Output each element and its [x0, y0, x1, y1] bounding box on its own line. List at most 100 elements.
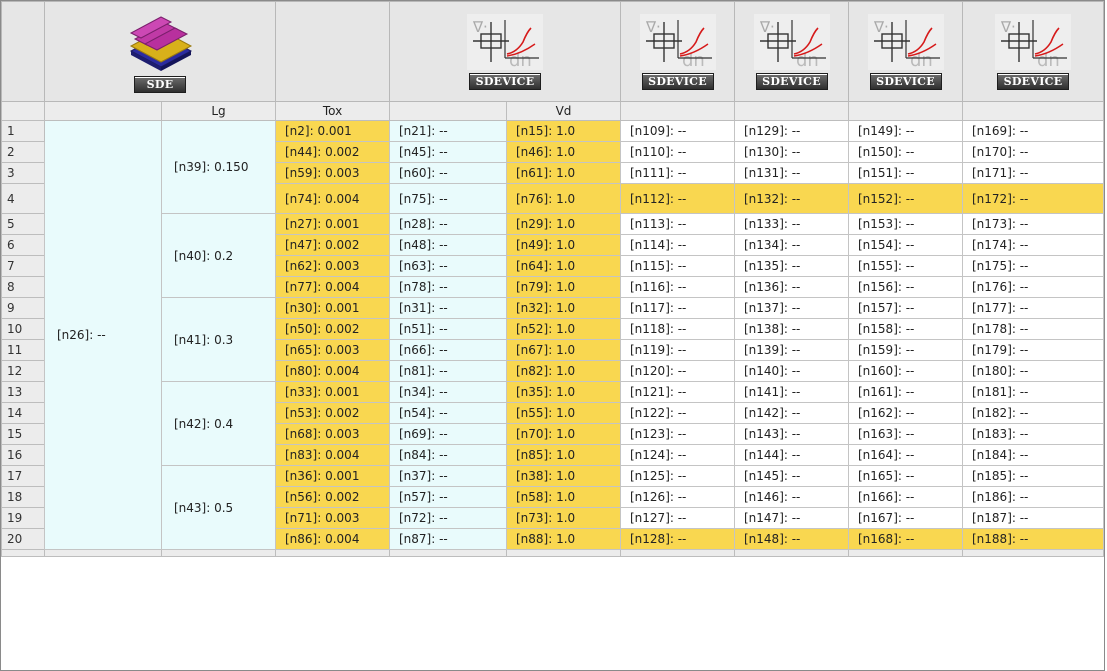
- node-cell[interactable]: [n35]: 1.0: [506, 381, 621, 403]
- node-cell[interactable]: [n66]: --: [389, 339, 507, 361]
- node-cell[interactable]: [n132]: --: [734, 183, 849, 214]
- node-cell[interactable]: [n172]: --: [962, 183, 1104, 214]
- row-number[interactable]: 14: [1, 402, 45, 424]
- node-cell[interactable]: [n124]: --: [620, 444, 735, 466]
- node-cell[interactable]: [n176]: --: [962, 276, 1104, 298]
- node-cell[interactable]: [n121]: --: [620, 381, 735, 403]
- node-cell[interactable]: [n162]: --: [848, 402, 963, 424]
- node-cell[interactable]: [n117]: --: [620, 297, 735, 319]
- node-cell[interactable]: [n56]: 0.002: [275, 486, 390, 508]
- lg-group-cell[interactable]: [n43]: 0.5: [161, 465, 276, 550]
- node-cell[interactable]: [n21]: --: [389, 120, 507, 142]
- tool-sde[interactable]: SDE: [44, 1, 276, 102]
- node-cell[interactable]: [n114]: --: [620, 234, 735, 256]
- tool-sdevice-2[interactable]: ∇· dn SDEVICE: [620, 1, 735, 102]
- node-cell[interactable]: [n116]: --: [620, 276, 735, 298]
- node-cell[interactable]: [n70]: 1.0: [506, 423, 621, 445]
- row-number[interactable]: 2: [1, 141, 45, 163]
- node-cell[interactable]: [n83]: 0.004: [275, 444, 390, 466]
- node-cell[interactable]: [n140]: --: [734, 360, 849, 382]
- row-number[interactable]: 11: [1, 339, 45, 361]
- row-number[interactable]: 20: [1, 528, 45, 550]
- node-cell[interactable]: [n63]: --: [389, 255, 507, 277]
- node-cell[interactable]: [n82]: 1.0: [506, 360, 621, 382]
- node-cell[interactable]: [n155]: --: [848, 255, 963, 277]
- node-cell[interactable]: [n52]: 1.0: [506, 318, 621, 340]
- node-cell[interactable]: [n76]: 1.0: [506, 183, 621, 214]
- row-number[interactable]: 4: [1, 183, 45, 214]
- node-cell[interactable]: [n185]: --: [962, 465, 1104, 487]
- node-cell[interactable]: [n143]: --: [734, 423, 849, 445]
- node-cell[interactable]: [n78]: --: [389, 276, 507, 298]
- node-cell[interactable]: [n49]: 1.0: [506, 234, 621, 256]
- tool-sdevice-1[interactable]: ∇· dn SDEVICE: [389, 1, 621, 102]
- node-cell[interactable]: [n136]: --: [734, 276, 849, 298]
- node-cell[interactable]: [n156]: --: [848, 276, 963, 298]
- node-cell[interactable]: [n164]: --: [848, 444, 963, 466]
- node-cell[interactable]: [n85]: 1.0: [506, 444, 621, 466]
- node-cell[interactable]: [n142]: --: [734, 402, 849, 424]
- node-cell[interactable]: [n48]: --: [389, 234, 507, 256]
- node-cell[interactable]: [n73]: 1.0: [506, 507, 621, 529]
- node-cell[interactable]: [n29]: 1.0: [506, 213, 621, 235]
- node-cell[interactable]: [n65]: 0.003: [275, 339, 390, 361]
- row-number[interactable]: 9: [1, 297, 45, 319]
- node-cell[interactable]: [n157]: --: [848, 297, 963, 319]
- tool-sdevice-4[interactable]: ∇· dn SDEVICE: [848, 1, 963, 102]
- node-cell[interactable]: [n81]: --: [389, 360, 507, 382]
- row-number[interactable]: 12: [1, 360, 45, 382]
- row-number[interactable]: 19: [1, 507, 45, 529]
- lg-group-cell[interactable]: [n41]: 0.3: [161, 297, 276, 382]
- node-cell[interactable]: [n119]: --: [620, 339, 735, 361]
- node-cell[interactable]: [n183]: --: [962, 423, 1104, 445]
- node-cell[interactable]: [n36]: 0.001: [275, 465, 390, 487]
- node-cell[interactable]: [n113]: --: [620, 213, 735, 235]
- node-cell[interactable]: [n51]: --: [389, 318, 507, 340]
- node-cell[interactable]: [n158]: --: [848, 318, 963, 340]
- node-cell[interactable]: [n28]: --: [389, 213, 507, 235]
- root-node-cell[interactable]: [n26]: --: [44, 120, 162, 550]
- node-cell[interactable]: [n127]: --: [620, 507, 735, 529]
- node-cell[interactable]: [n84]: --: [389, 444, 507, 466]
- row-number[interactable]: 18: [1, 486, 45, 508]
- node-cell[interactable]: [n148]: --: [734, 528, 849, 550]
- node-cell[interactable]: [n109]: --: [620, 120, 735, 142]
- node-cell[interactable]: [n118]: --: [620, 318, 735, 340]
- node-cell[interactable]: [n88]: 1.0: [506, 528, 621, 550]
- node-cell[interactable]: [n68]: 0.003: [275, 423, 390, 445]
- node-cell[interactable]: [n112]: --: [620, 183, 735, 214]
- node-cell[interactable]: [n153]: --: [848, 213, 963, 235]
- node-cell[interactable]: [n187]: --: [962, 507, 1104, 529]
- row-number[interactable]: 16: [1, 444, 45, 466]
- node-cell[interactable]: [n37]: --: [389, 465, 507, 487]
- node-cell[interactable]: [n171]: --: [962, 162, 1104, 184]
- node-cell[interactable]: [n54]: --: [389, 402, 507, 424]
- node-cell[interactable]: [n38]: 1.0: [506, 465, 621, 487]
- node-cell[interactable]: [n128]: --: [620, 528, 735, 550]
- node-cell[interactable]: [n144]: --: [734, 444, 849, 466]
- node-cell[interactable]: [n58]: 1.0: [506, 486, 621, 508]
- node-cell[interactable]: [n175]: --: [962, 255, 1104, 277]
- node-cell[interactable]: [n166]: --: [848, 486, 963, 508]
- node-cell[interactable]: [n154]: --: [848, 234, 963, 256]
- node-cell[interactable]: [n135]: --: [734, 255, 849, 277]
- node-cell[interactable]: [n30]: 0.001: [275, 297, 390, 319]
- node-cell[interactable]: [n182]: --: [962, 402, 1104, 424]
- node-cell[interactable]: [n80]: 0.004: [275, 360, 390, 382]
- node-cell[interactable]: [n129]: --: [734, 120, 849, 142]
- node-cell[interactable]: [n87]: --: [389, 528, 507, 550]
- lg-group-cell[interactable]: [n42]: 0.4: [161, 381, 276, 466]
- node-cell[interactable]: [n115]: --: [620, 255, 735, 277]
- node-cell[interactable]: [n55]: 1.0: [506, 402, 621, 424]
- node-cell[interactable]: [n32]: 1.0: [506, 297, 621, 319]
- row-number[interactable]: 13: [1, 381, 45, 403]
- node-cell[interactable]: [n181]: --: [962, 381, 1104, 403]
- node-cell[interactable]: [n111]: --: [620, 162, 735, 184]
- node-cell[interactable]: [n75]: --: [389, 183, 507, 214]
- lg-group-cell[interactable]: [n40]: 0.2: [161, 213, 276, 298]
- node-cell[interactable]: [n57]: --: [389, 486, 507, 508]
- node-cell[interactable]: [n180]: --: [962, 360, 1104, 382]
- tool-sdevice-5[interactable]: ∇· dn SDEVICE: [962, 1, 1104, 102]
- node-cell[interactable]: [n137]: --: [734, 297, 849, 319]
- node-cell[interactable]: [n133]: --: [734, 213, 849, 235]
